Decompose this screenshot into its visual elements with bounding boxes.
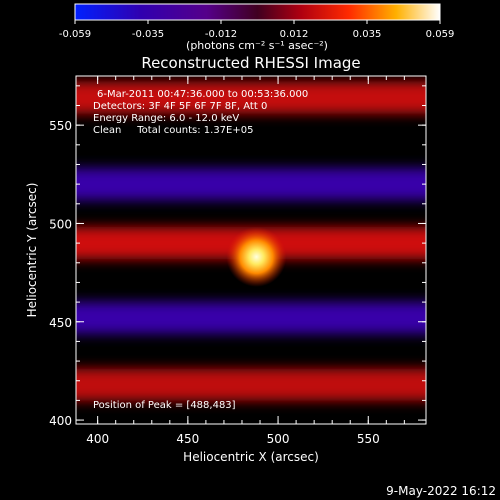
heatmap-image bbox=[76, 81, 426, 401]
info-line-energy: Energy Range: 6.0 - 12.0 keV bbox=[93, 113, 239, 124]
x-tick-label: 400 bbox=[86, 432, 109, 446]
colorbar-tick-label: 0.012 bbox=[280, 29, 309, 40]
colorbar bbox=[74, 3, 441, 21]
info-line-time: 6-Mar-2011 00:47:36.000 to 00:53:36.000 bbox=[97, 89, 308, 100]
colorbar-tick-label: -0.012 bbox=[205, 29, 237, 40]
heatmap-band bbox=[76, 301, 426, 334]
y-tick-label: 400 bbox=[49, 414, 72, 428]
heatmap-band bbox=[76, 168, 426, 201]
plot-frame bbox=[75, 75, 427, 425]
y-tick-label: 450 bbox=[49, 316, 72, 330]
x-tick-label: 550 bbox=[357, 432, 380, 446]
colorbar-tick-label: 0.059 bbox=[426, 29, 455, 40]
timestamp: 9-May-2022 16:12 bbox=[386, 484, 496, 498]
peak-source bbox=[226, 226, 287, 287]
colorbar-ticks: -0.059 -0.035 -0.012 0.012 0.035 0.059 bbox=[59, 20, 454, 40]
colorbar-tick-label: -0.059 bbox=[59, 29, 91, 40]
info-line-detectors: Detectors: 3F 4F 5F 6F 7F 8F, Att 0 bbox=[93, 101, 267, 112]
y-axis-label: Heliocentric Y (arcsec) bbox=[25, 183, 39, 318]
colorbar-tick-label: -0.035 bbox=[132, 29, 164, 40]
heatmap-band bbox=[76, 368, 426, 401]
peak-position-label: Position of Peak = [488,483] bbox=[93, 400, 236, 411]
x-tick-label: 450 bbox=[176, 432, 199, 446]
chart-title: Reconstructed RHESSI Image bbox=[141, 54, 360, 72]
colorbar-tick-label: 0.035 bbox=[353, 29, 382, 40]
info-line-counts: Clean Total counts: 1.37E+05 bbox=[93, 125, 253, 136]
heatmap-band bbox=[76, 81, 426, 114]
colorbar-label: (photons cm⁻² s⁻¹ asec⁻²) bbox=[186, 39, 328, 52]
y-tick-label: 500 bbox=[49, 217, 72, 231]
y-tick-label: 550 bbox=[49, 119, 72, 133]
x-tick-label: 500 bbox=[267, 432, 290, 446]
x-axis-label: Heliocentric X (arcsec) bbox=[183, 450, 319, 464]
axis-ticks: 400 450 500 550 400 450 500 550 bbox=[49, 76, 426, 446]
